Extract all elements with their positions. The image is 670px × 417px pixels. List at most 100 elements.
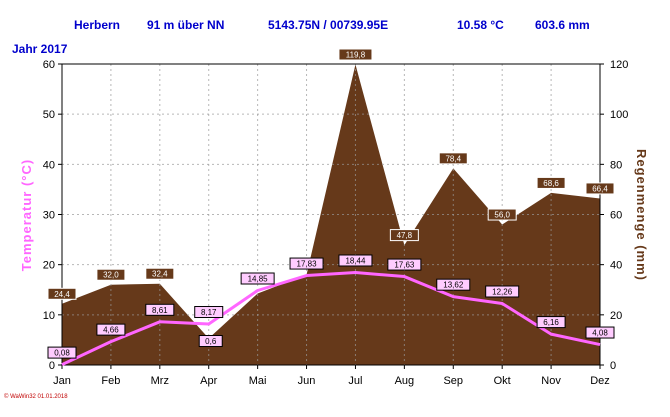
x-tick-label: Jan <box>53 375 71 387</box>
total-precipitation: 603.6 mm <box>535 18 590 32</box>
temperature-data-label: 6,16 <box>536 316 566 329</box>
temperature-data-label-box <box>289 257 324 270</box>
plot-area: 0 10 20 30 40 50 60 0 20 40 60 80 100 120 Jan Feb Mrz Apr… <box>43 59 629 387</box>
temperature-data-label-text: 18,44 <box>345 256 366 265</box>
temperature-data-label-box <box>194 306 224 319</box>
y-axis-left-title: Temperatur (°C) <box>19 159 34 271</box>
temperature-data-label-box <box>47 346 77 359</box>
precipitation-data-label-box <box>487 208 517 221</box>
y-right-tick-label: 120 <box>610 59 628 71</box>
precipitation-data-label-text: 66,4 <box>592 184 608 193</box>
year-label: Jahr 2017 <box>12 42 68 56</box>
precipitation-data-label: 68,6 <box>536 176 566 189</box>
x-tick-label: Okt <box>494 375 511 387</box>
temperature-data-label: 18,44 <box>338 254 373 267</box>
precipitation-data-label-text: 68,6 <box>543 179 559 188</box>
extra-data-label-text: 0,6 <box>205 337 217 346</box>
x-tick-label: Feb <box>101 375 120 387</box>
precipitation-data-label: 24,4 <box>47 287 77 300</box>
precipitation-data-label-box <box>96 268 126 281</box>
y-right-tick-label: 20 <box>610 310 622 322</box>
temperature-data-label: 17,63 <box>387 258 422 271</box>
precipitation-data-label: 47,8 <box>389 229 419 242</box>
temperature-data-label-text: 8,17 <box>201 308 217 317</box>
precipitation-data-label: 119,8 <box>338 48 373 61</box>
x-tick-label: Nov <box>541 375 561 387</box>
station-coordinates: 5143.75N / 00739.95E <box>268 18 388 32</box>
temperature-data-label-box <box>387 258 422 271</box>
temperature-data-label: 13,62 <box>436 278 471 291</box>
temperature-data-label-text: 12,26 <box>492 287 513 296</box>
precipitation-data-label-text: 119,8 <box>346 51 366 60</box>
precipitation-data-label-text: 47,8 <box>397 231 413 240</box>
chart-marks: 24,4 32,0 32,4 119,8 47,8 78,4 56,0 68,6 66,4 0,6… <box>47 48 615 366</box>
temperature-data-label: 4,66 <box>96 323 126 336</box>
station-name: Herbern <box>74 18 120 32</box>
software-credit: © WaWin32 01.01.2018 <box>4 393 68 400</box>
temperature-data-label-text: 0,08 <box>54 349 70 358</box>
precipitation-data-label-text: 24,4 <box>54 290 70 299</box>
x-tick-label: Mrz <box>151 375 169 387</box>
temperature-data-label-text: 4,66 <box>103 326 119 335</box>
y-left-tick-label: 30 <box>43 210 55 222</box>
y-right-tick-label: 0 <box>610 360 616 372</box>
y-left-tick-label: 0 <box>49 360 55 372</box>
y-right-tick-label: 100 <box>610 109 628 121</box>
temperature-data-label-text: 13,62 <box>443 281 464 290</box>
temperature-data-label-text: 8,61 <box>152 306 168 315</box>
temperature-data-label-text: 14,85 <box>248 275 269 284</box>
x-tick-label: Mai <box>249 375 267 387</box>
y-left-tick-label: 10 <box>43 310 55 322</box>
y-axis-right-title: Regenmenge (mm) <box>634 149 649 281</box>
x-tick-label: Aug <box>395 375 415 387</box>
precipitation-data-label: 78,4 <box>438 152 468 165</box>
temperature-data-label-box <box>436 278 471 291</box>
temperature-data-label: 8,61 <box>145 303 175 316</box>
temperature-data-label: 0,08 <box>47 346 77 359</box>
temperature-data-label-box <box>338 254 373 267</box>
y-right-tick-label: 40 <box>610 260 622 272</box>
x-tick-label: Apr <box>200 375 217 387</box>
precipitation-data-label-text: 56,0 <box>494 211 510 220</box>
precipitation-data-label-box <box>338 48 373 61</box>
precipitation-data-label: 32,0 <box>96 268 126 281</box>
y-left-tick-label: 20 <box>43 260 55 272</box>
temperature-data-label-box <box>585 326 615 339</box>
extra-data-label-box <box>198 335 223 348</box>
precipitation-data-label-box <box>389 229 419 242</box>
temperature-data-label-box <box>96 323 126 336</box>
x-tick-label: Jun <box>298 375 316 387</box>
y-left-tick-label: 40 <box>43 159 55 171</box>
temperature-data-label-text: 17,83 <box>297 260 318 269</box>
temperature-data-label-box <box>240 272 275 285</box>
precipitation-data-label-box <box>585 182 615 195</box>
x-tick-label: Sep <box>443 375 463 387</box>
precipitation-data-label: 66,4 <box>585 182 615 195</box>
y-left-tick-label: 60 <box>43 59 55 71</box>
mean-temperature: 10.58 °C <box>457 18 504 32</box>
temperature-data-label-text: 4,08 <box>592 329 608 338</box>
x-tick-label: Dez <box>590 375 610 387</box>
temperature-data-label-text: 17,63 <box>394 261 415 270</box>
temperature-data-label: 14,85 <box>240 272 275 285</box>
temperature-data-label-box <box>145 303 175 316</box>
precipitation-data-label: 32,4 <box>145 267 175 280</box>
precipitation-data-label-text: 78,4 <box>445 154 461 163</box>
station-elevation: 91 m über NN <box>147 18 224 32</box>
temperature-data-label: 4,08 <box>585 326 615 339</box>
temperature-data-label: 12,26 <box>485 285 520 298</box>
temperature-data-label-box <box>485 285 520 298</box>
y-right-tick-label: 60 <box>610 210 622 222</box>
precipitation-data-label-box <box>438 152 468 165</box>
extra-data-label: 0,6 <box>198 335 223 348</box>
precipitation-data-label-box <box>536 176 566 189</box>
precipitation-data-label-text: 32,4 <box>152 270 168 279</box>
precipitation-data-label: 56,0 <box>487 208 517 221</box>
temperature-data-label: 17,83 <box>289 257 324 270</box>
temperature-data-label-box <box>536 316 566 329</box>
temperature-data-label-text: 6,16 <box>543 318 559 327</box>
precipitation-data-label-box <box>47 287 77 300</box>
y-right-tick-label: 80 <box>610 159 622 171</box>
precipitation-data-label-text: 32,0 <box>103 271 119 280</box>
